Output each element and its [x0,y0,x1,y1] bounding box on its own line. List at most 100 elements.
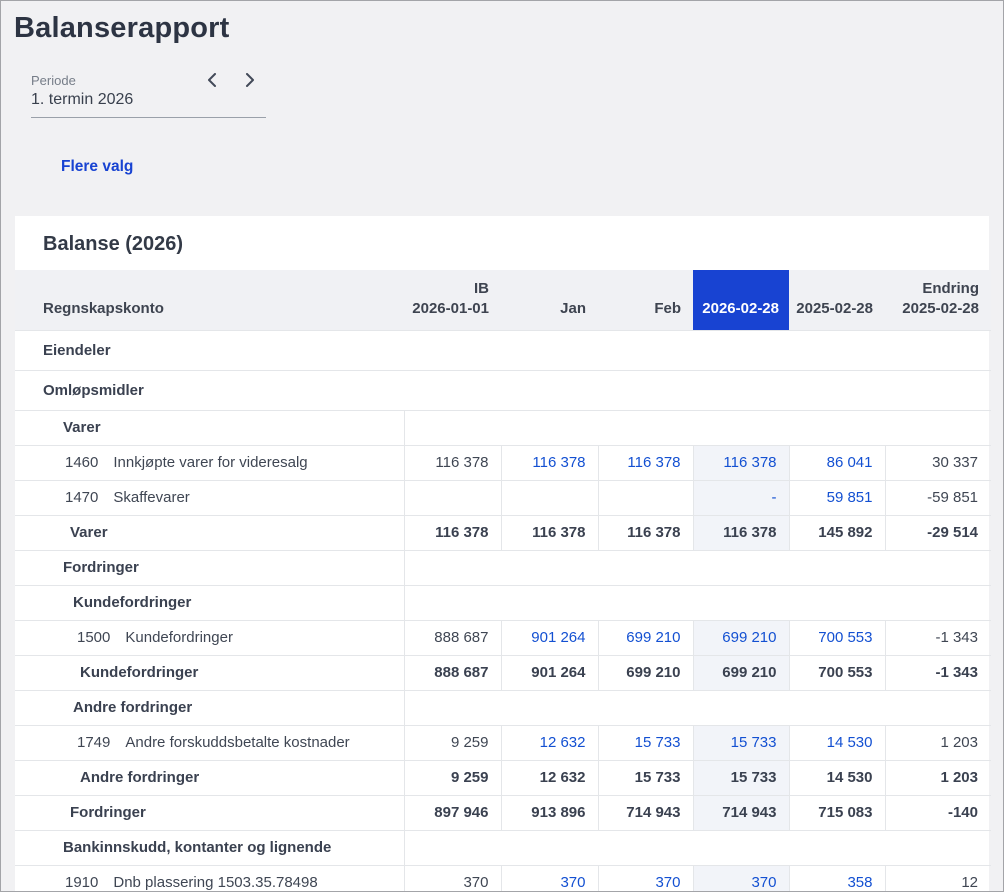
table-row: Eiendeler [15,330,991,370]
table-row: Bankinnskudd, kontanter og lignende [15,830,991,865]
value-cell: 888 687 [403,620,501,655]
report-title: Balanse (2026) [43,233,184,255]
value-cell: 699 210 [597,655,693,690]
sum-label: Kundefordringer [80,664,199,681]
column-header-previous[interactable]: 2025-02-28 [789,270,885,330]
table-row: Varer 116 378 116 378 116 378 116 378 145 892… [15,515,991,550]
value-link[interactable]: 700 553 [788,620,885,655]
value-cell: 913 896 [500,795,598,830]
value-cell: 1 203 [884,760,991,795]
table-header-row: Regnskapskonto IB 2026-01-01 Jan Feb 202… [15,270,991,330]
account-name: Innkjøpte varer for videresalg [113,454,308,471]
value-link[interactable]: 116 378 [692,445,789,480]
value-link[interactable]: 15 733 [692,725,789,760]
value-link[interactable]: 370 [500,865,598,891]
account-label: 1460 Innkjøpte varer for videresalg [15,445,404,480]
value-link[interactable]: 699 210 [692,620,789,655]
value-cell: -140 [884,795,991,830]
previous-period-button[interactable] [204,72,220,88]
sum-label: Andre fordringer [80,769,200,786]
group-empty-cell [403,585,991,620]
group-label: Bankinnskudd, kontanter og lignende [63,839,332,856]
value-cell: 715 083 [788,795,885,830]
value-link[interactable]: 12 632 [500,725,598,760]
group-empty-cell [403,550,991,585]
value-link[interactable]: 370 [597,865,693,891]
value-cell: 9 259 [403,725,501,760]
value-cell: 699 210 [692,655,789,690]
value-cell: 116 378 [403,515,501,550]
column-header-feb[interactable]: Feb [598,270,693,330]
group-label: Kundefordringer [73,594,192,611]
value-cell: -59 851 [884,480,991,515]
account-name: Kundefordringer [125,629,233,646]
chevron-right-icon [244,73,256,87]
account-label: 1500 Kundefordringer [15,620,404,655]
report-card: Balanse (2026) Regnskapskonto IB 2026-01… [15,216,991,891]
column-header-account: Regnskapskonto [15,270,404,330]
value-link[interactable]: - [692,480,789,515]
value-link[interactable]: 116 378 [500,445,598,480]
value-cell: 897 946 [403,795,501,830]
more-options-link[interactable]: Flere valg [61,158,134,175]
value-cell: 116 378 [403,445,501,480]
value-cell: -1 343 [884,620,991,655]
account-number: 1470 [65,489,99,506]
value-cell [597,480,693,515]
value-cell: -1 343 [884,655,991,690]
table-row: Kundefordringer [15,585,991,620]
chevron-left-icon [206,73,218,87]
value-link[interactable]: 86 041 [788,445,885,480]
page-title: Balanserapport [14,12,230,44]
table-row: Omløpsmidler [15,370,991,410]
account-name: Skaffevarer [113,489,190,506]
value-cell: 12 632 [500,760,598,795]
value-link[interactable]: 358 [788,865,885,891]
account-number: 1500 [77,629,111,646]
account-number: 1749 [77,734,111,751]
table-row: Fordringer [15,550,991,585]
value-cell: -29 514 [884,515,991,550]
group-empty-cell [403,830,991,865]
table-row: 1500 Kundefordringer 888 687 901 264 699 210… [15,620,991,655]
value-cell: 370 [403,865,501,891]
table-row: Andre fordringer [15,690,991,725]
value-link[interactable]: 116 378 [597,445,693,480]
value-link[interactable]: 370 [692,865,789,891]
group-label: Fordringer [63,559,139,576]
value-link[interactable]: 699 210 [597,620,693,655]
period-select[interactable]: 1. termin 2026 [31,88,266,118]
column-header-change: Endring 2025-02-28 [885,270,991,330]
column-header-current-selected[interactable]: 2026-02-28 [693,270,789,330]
value-cell: 116 378 [500,515,598,550]
group-empty-cell [403,410,991,445]
table-row: 1460 Innkjøpte varer for videresalg 116 37… [15,445,991,480]
account-label: 1470 Skaffevarer [15,480,404,515]
section-label: Eiendeler [43,341,111,359]
value-cell [403,480,501,515]
value-link[interactable]: 901 264 [500,620,598,655]
value-link[interactable]: 14 530 [788,725,885,760]
table-row: 1910 Dnb plassering 1503.35.78498 370 370 37… [15,865,991,891]
value-cell: 116 378 [692,515,789,550]
group-empty-cell [403,690,991,725]
next-period-button[interactable] [242,72,258,88]
sum-label: Varer [70,524,108,541]
value-cell: 1 203 [884,725,991,760]
balance-table: Regnskapskonto IB 2026-01-01 Jan Feb 202… [15,270,991,891]
column-header-jan[interactable]: Jan [501,270,598,330]
value-cell: 901 264 [500,655,598,690]
group-label: Varer [63,419,101,436]
value-cell: 15 733 [692,760,789,795]
report-rows: Eiendeler Omløpsmidler Varer 1460 Innkjøpte … [15,330,991,891]
value-cell: 14 530 [788,760,885,795]
period-filter: Periode 1. termin 2026 [31,72,266,118]
table-row: Varer [15,410,991,445]
group-label: Andre fordringer [73,699,193,716]
value-link[interactable]: 59 851 [788,480,885,515]
value-cell: 15 733 [597,760,693,795]
table-row: 1749 Andre forskuddsbetalte kostnader 9 25… [15,725,991,760]
value-cell: 12 [884,865,991,891]
value-link[interactable]: 15 733 [597,725,693,760]
